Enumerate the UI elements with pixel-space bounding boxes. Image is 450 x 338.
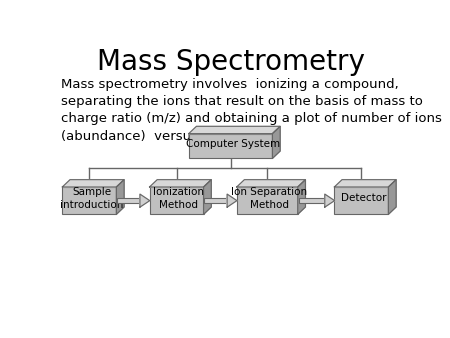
Polygon shape	[63, 180, 124, 187]
Polygon shape	[388, 180, 396, 214]
Text: Computer System: Computer System	[186, 139, 280, 149]
Bar	[334, 187, 388, 214]
Bar	[63, 187, 117, 214]
Text: Ionization
Method: Ionization Method	[153, 187, 204, 210]
Polygon shape	[227, 194, 237, 207]
Polygon shape	[203, 180, 211, 214]
Polygon shape	[325, 194, 334, 207]
Text: Ion Separation
Method: Ion Separation Method	[231, 187, 308, 210]
Bar	[299, 198, 325, 203]
Polygon shape	[237, 180, 306, 187]
Polygon shape	[140, 194, 150, 207]
Polygon shape	[117, 180, 124, 214]
Polygon shape	[298, 180, 306, 214]
Polygon shape	[273, 126, 280, 158]
Text: Sample
introduction: Sample introduction	[60, 187, 123, 210]
Polygon shape	[189, 126, 280, 134]
Bar	[204, 198, 227, 203]
Bar	[117, 198, 140, 203]
Text: Detector: Detector	[341, 193, 387, 203]
Polygon shape	[334, 180, 396, 187]
Bar	[189, 134, 273, 158]
Text: Mass spectrometry involves  ionizing a compound,
separating the ions that result: Mass spectrometry involves ionizing a co…	[62, 78, 442, 142]
Text: Mass Spectrometry: Mass Spectrometry	[97, 48, 365, 76]
Bar	[149, 187, 203, 214]
Bar	[237, 187, 298, 214]
Polygon shape	[149, 180, 211, 187]
